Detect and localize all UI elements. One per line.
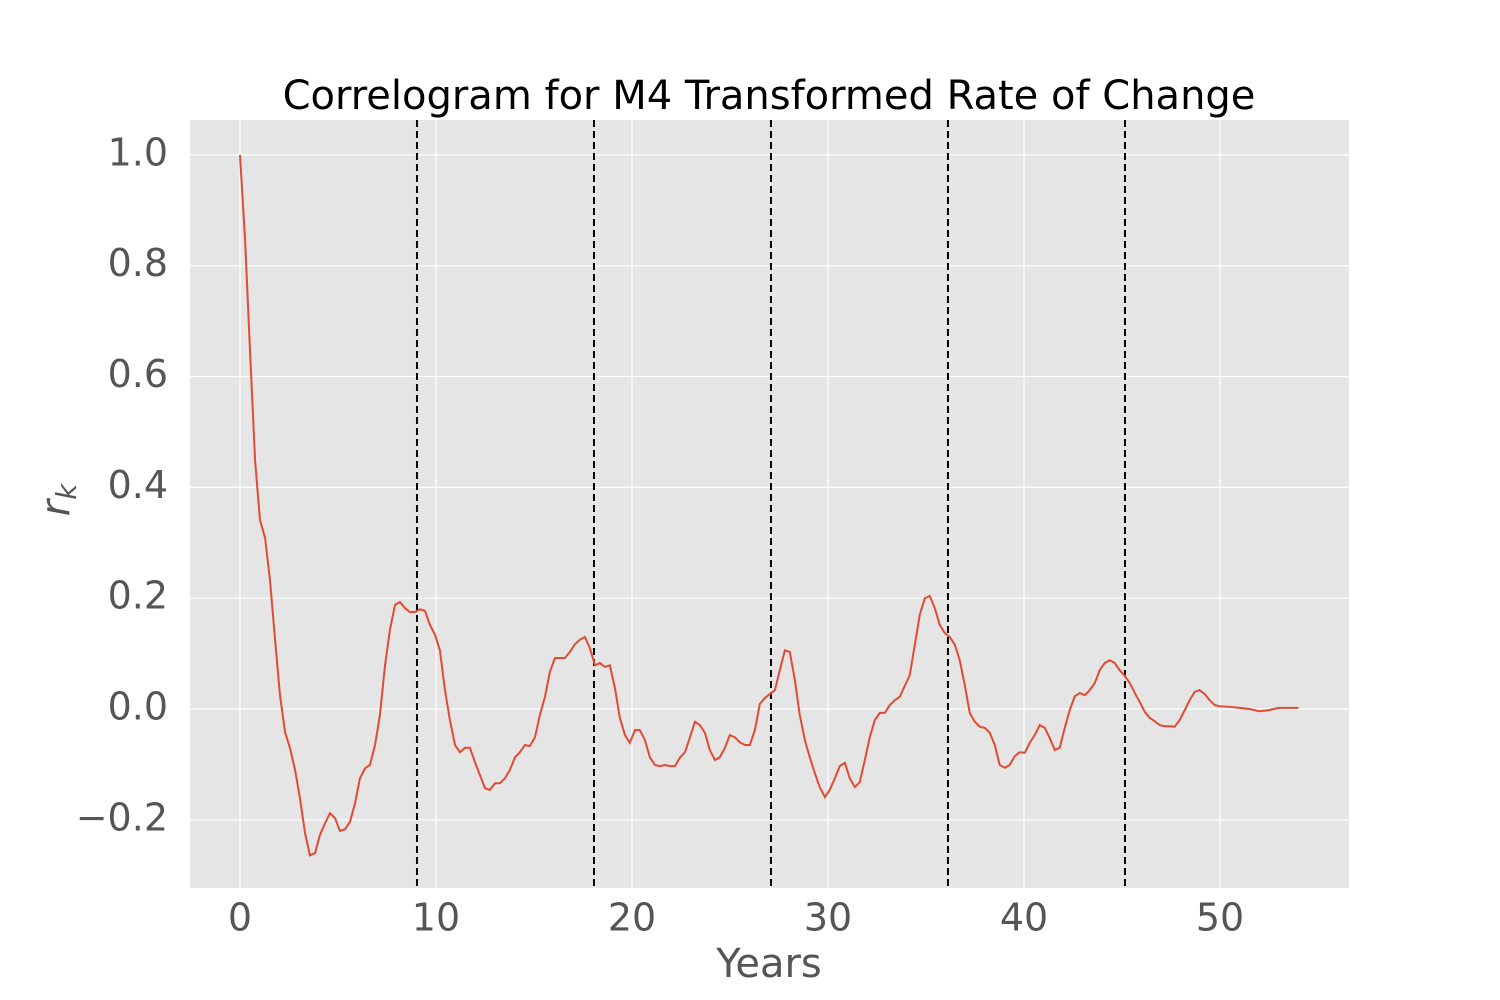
x-tick-label: 40 [1000, 896, 1048, 940]
y-tick-label: 1.0 [108, 130, 168, 174]
x-tick-label: 30 [804, 896, 852, 940]
y-label-base: r [33, 497, 79, 516]
y-axis-label: rk [33, 482, 83, 516]
y-label-subscript: k [50, 482, 83, 500]
x-tick-label: 20 [608, 896, 656, 940]
y-tick-label: 0.4 [108, 463, 168, 507]
y-tick-label: 0.2 [108, 574, 168, 618]
y-tick-label: 0.6 [108, 352, 168, 396]
x-tick-label: 50 [1196, 896, 1244, 940]
x-tick-label: 10 [412, 896, 460, 940]
y-tick-label: 0.0 [108, 685, 168, 729]
y-tick-label: 0.8 [108, 241, 168, 285]
x-tick-label: 0 [228, 896, 252, 940]
y-tick-label: −0.2 [76, 795, 168, 839]
plot-area [190, 120, 1349, 888]
x-axis-label: Years [715, 941, 822, 987]
data-line [238, 154, 1299, 857]
chart-title: Correlogram for M4 Transformed Rate of C… [283, 73, 1256, 119]
